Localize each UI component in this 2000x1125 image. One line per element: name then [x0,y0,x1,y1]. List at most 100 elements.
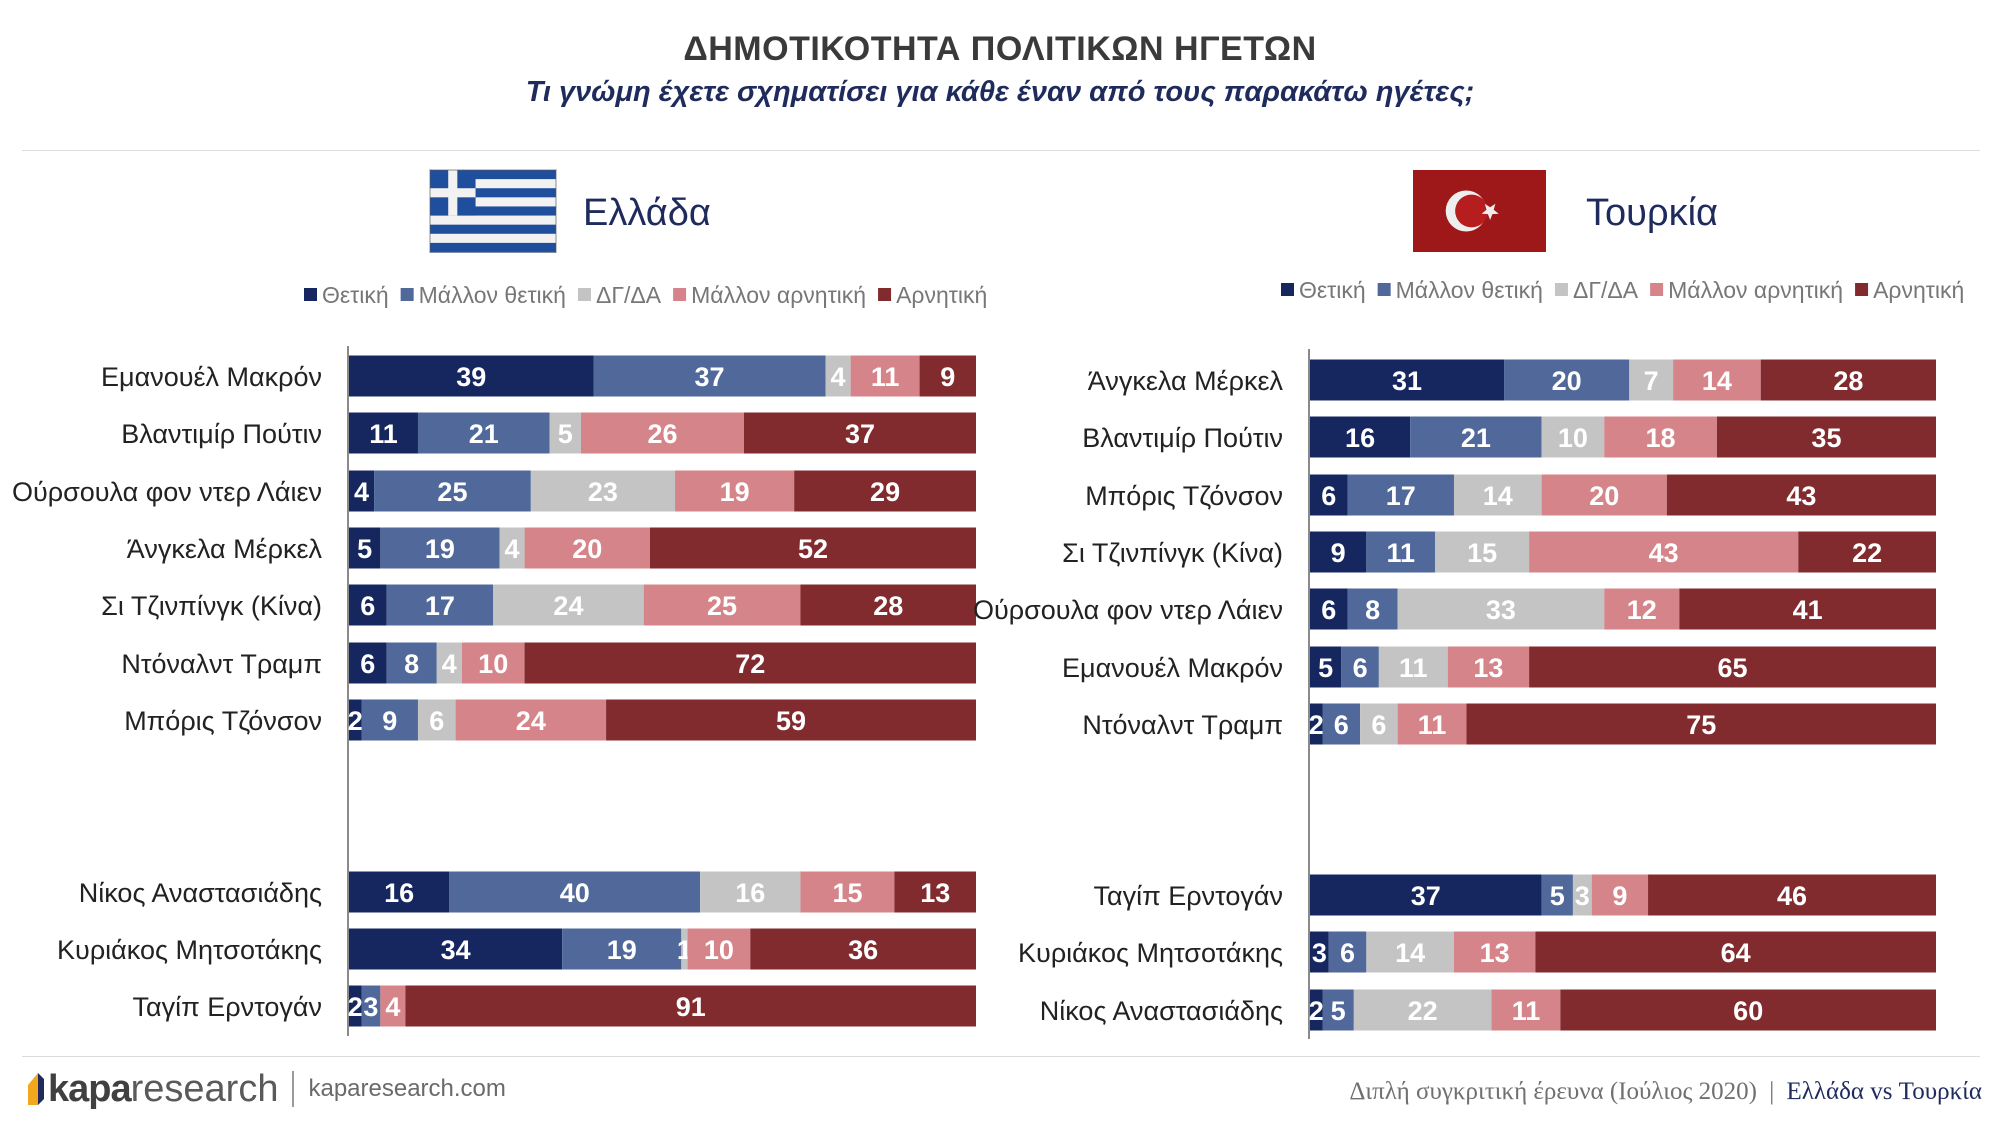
bar-segment-μάλλον-θετική [361,985,381,1027]
flag-cross-v [448,170,458,216]
bar-row-σι-τζινπίνγκ-κίνα: Σι Τζινπίνγκ (Κίνα) 9 11 15 43 22 [1062,531,1936,573]
data-label: 3 [363,992,378,1022]
bar-segment-μάλλον-αρνητική [1673,359,1761,401]
data-label: 37 [1411,881,1441,911]
bar-segment-μάλλον-θετική [1322,989,1354,1031]
data-label: 5 [357,534,372,564]
legend-swatch [1650,283,1664,296]
bar-segment-δγ-δα [1366,931,1454,973]
bar-segment-μάλλον-θετική [1541,874,1573,916]
data-label: 3 [1575,881,1590,911]
data-label: 64 [1721,938,1751,968]
logo-kapa-text: kapa [48,1067,132,1110]
legend-swatch [577,288,591,301]
data-label: 6 [360,649,375,679]
category-label: Άνγκελα Μέρκελ [1088,366,1284,396]
data-label: 21 [469,419,499,449]
data-label: 11 [871,362,900,392]
data-label: 41 [1793,595,1823,625]
bar-segment-αρνητική [750,928,976,970]
bar-segment-μάλλον-αρνητική [675,470,795,512]
bar-row-ντόναλντ-τραμπ: Ντόναλντ Τραμπ 6 8 4 10 72 [121,642,976,684]
data-label: 5 [558,419,573,449]
data-label: 21 [1461,423,1491,453]
data-label: 11 [1386,538,1415,568]
legend-label: Μάλλον αρνητική [1668,277,1843,303]
bar-segment-δγ-δα [681,928,688,970]
flag-stripe [430,233,556,244]
bar-segment-μάλλον-θετική [562,928,682,970]
flag-stripe [430,197,556,207]
bar-row-ταγίπ-ερντογάν: Ταγίπ Ερντογάν 37 5 3 9 46 [1093,874,1936,916]
data-label: 4 [442,649,457,679]
bar-row-κυριάκος-μητσοτάκης: Κυριάκος Μητσοτάκης 34 19 1 10 36 [57,928,976,970]
data-label: 9 [382,706,397,736]
data-label: 22 [1852,538,1882,568]
chart-panel-greece: Ελλάδα Θετική Μάλλον θετική ΔΓ/ΔΑ Μάλλον αρν… [12,169,987,1036]
chart-panel-turkey: Τουρκία Θετική Μάλλον θετική ΔΓ/ΔΑ Μάλλον αρ… [973,170,1964,1039]
data-label: 13 [1480,938,1510,968]
bar-segment-δγ-δα [1435,531,1530,573]
bar-segment-αρνητική [649,527,976,569]
footnote-separator: | [1769,1078,1775,1105]
category-label: Άνγκελα Μέρκελ [127,534,323,564]
data-label: 24 [553,591,583,621]
category-label: Ταγίπ Ερντογάν [132,992,322,1022]
data-label: 13 [1473,653,1503,683]
bar-segment-αρνητική [1529,646,1936,688]
bar-segment-δγ-δα [1453,474,1542,516]
legend-swatch [1554,283,1568,296]
bar-segment-αρνητική [744,412,976,454]
header-divider [22,150,1980,151]
data-label: 14 [1702,366,1732,396]
bar-row-άνγκελα-μέρκελ: Άνγκελα Μέρκελ 5 19 4 20 52 [127,527,976,569]
bar-segment-δγ-δα [530,470,676,512]
data-label: 16 [1345,423,1375,453]
data-label: 14 [1395,938,1425,968]
flag-stripe [430,188,556,198]
data-label: 13 [920,878,950,908]
bar-segment-θετική [349,412,418,454]
bar-row-ούρσουλα-φον-ντερ-λάιεν: Ούρσουλα φον ντερ Λάιεν 6 8 33 12 41 [973,588,1936,630]
bar-segment-μάλλον-θετική [374,470,531,512]
website-link[interactable]: kaparesearch.com [308,1075,506,1102]
bar-segment-μάλλον-θετική [1347,588,1398,630]
data-label: 2 [348,706,363,736]
data-label: 16 [384,878,414,908]
data-label: 15 [1467,538,1497,568]
data-label: 10 [1558,423,1588,453]
data-label: 11 [1399,653,1428,683]
bar-segment-μάλλον-αρνητική [580,412,745,454]
data-label: 15 [832,878,862,908]
bar-segment-μάλλον-θετική [1341,646,1379,688]
category-label: Κυριάκος Μητσοτάκης [57,935,322,965]
legend-swatch [673,288,687,301]
bar-segment-αρνητική [524,642,976,684]
bar-segment-θετική [1310,874,1542,916]
data-label: 28 [1833,366,1863,396]
data-label: 33 [1486,595,1516,625]
bar-segment-μάλλον-αρνητική [1529,531,1799,573]
bar-segment-θετική [1310,703,1323,745]
bar-row-εμανουέλ-μακρόν: Εμανουέλ Μακρόν 39 37 4 11 9 [101,355,976,397]
page-title: ΔΗΜΟΤΙΚΟΤΗΤΑ ΠΟΛΙΤΙΚΩΝ ΗΓΕΤΩΝ [683,30,1317,68]
bar-segment-μάλλον-αρνητική [380,985,406,1027]
greece-flag-icon [429,169,557,253]
bar-segment-μάλλον-θετική [449,871,701,913]
data-label: 9 [1612,881,1627,911]
bar-segment-μάλλον-αρνητική [524,527,650,569]
data-label: 75 [1686,710,1716,740]
flag-stripe [430,224,556,235]
legend-swatch [304,288,317,301]
bar-segment-μάλλον-αρνητική [687,928,751,970]
chart-legend: Θετική Μάλλον θετική ΔΓ/ΔΑ Μάλλον αρνητική Α… [1281,277,1964,303]
data-label: 14 [1483,481,1513,511]
data-label: 59 [776,706,806,736]
data-label: 2 [348,992,363,1022]
panel-title: Ελλάδα [583,192,711,234]
data-label: 31 [1392,366,1422,396]
bar-row-βλαντιμίρ-πούτιν: Βλαντιμίρ Πούτιν 16 21 10 18 35 [1082,416,1936,458]
bar-segment-μάλλον-θετική [417,412,550,454]
data-label: 17 [1386,481,1416,511]
